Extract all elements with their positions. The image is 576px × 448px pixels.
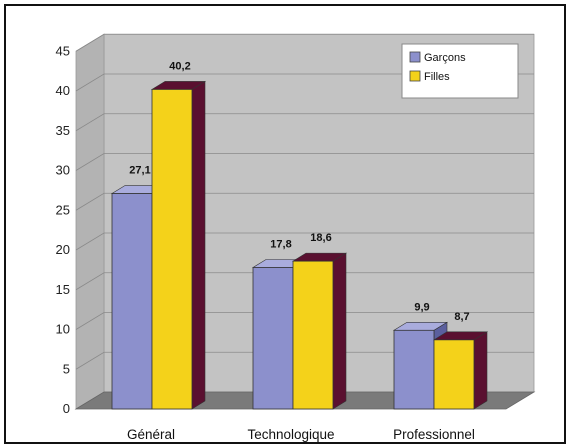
legend-label-filles: Filles	[424, 71, 450, 83]
y-axis-ticks: 0 5 10 15 20 25 30 35 40 45	[56, 43, 70, 416]
gridline	[75, 192, 534, 211]
gridline	[75, 73, 534, 92]
legend-swatch-garcons	[409, 51, 421, 63]
data-label: 40,2	[169, 60, 190, 72]
bar	[111, 193, 153, 410]
category-label: Général	[127, 427, 175, 442]
bar	[151, 89, 193, 410]
x-axis-categories: Général Technologique Professionnel	[127, 427, 475, 442]
y-tick-label: 45	[56, 43, 70, 58]
data-label: 17,8	[270, 238, 291, 250]
y-tick-label: 10	[56, 322, 70, 337]
y-tick-label: 0	[63, 401, 70, 416]
bar-side	[473, 331, 488, 410]
gridline	[75, 272, 534, 291]
legend: Garçons Filles	[401, 43, 519, 99]
gridline	[75, 153, 534, 171]
data-label: 9,9	[414, 301, 429, 313]
bar	[292, 260, 334, 410]
bar	[433, 339, 475, 410]
legend-box	[401, 43, 519, 99]
y-tick-label: 35	[56, 123, 70, 138]
y-tick-label: 30	[56, 163, 70, 178]
legend-label-garcons: Garçons	[424, 52, 466, 64]
gridline	[75, 312, 534, 330]
y-tick-label: 25	[56, 202, 70, 217]
gridlines	[75, 33, 534, 370]
data-label: 18,6	[310, 232, 331, 244]
gridline	[75, 33, 534, 52]
data-label: 27,1	[129, 165, 150, 177]
data-labels: 27,1 40,2 17,8 18,6 9,9 8,7	[129, 60, 469, 322]
bar	[393, 329, 435, 410]
legend-swatch-filles	[409, 70, 421, 82]
y-tick-label: 20	[56, 242, 70, 257]
bar-side	[332, 252, 347, 410]
bar	[252, 267, 294, 410]
category-label: Technologique	[247, 427, 334, 442]
bar-side	[191, 80, 206, 410]
category-label: Professionnel	[393, 427, 475, 442]
gridline	[75, 351, 534, 370]
gridline	[75, 113, 534, 132]
y-tick-label: 5	[63, 361, 70, 376]
side-wall	[75, 33, 105, 410]
bars	[110, 80, 489, 410]
data-label: 8,7	[454, 311, 469, 323]
y-tick-label: 15	[56, 282, 70, 297]
y-tick-label: 40	[56, 83, 70, 98]
gridline	[75, 232, 534, 251]
